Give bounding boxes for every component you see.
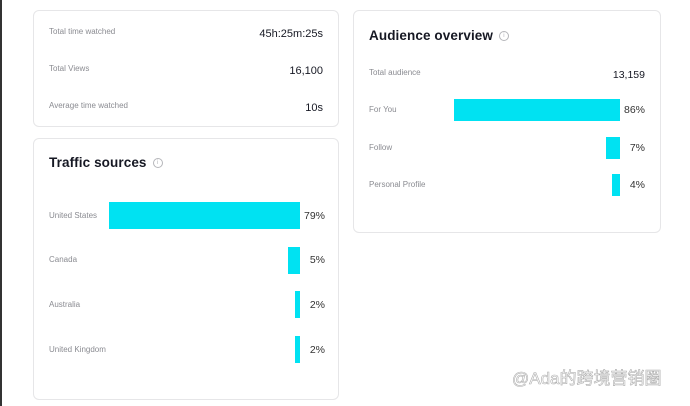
summary-card: Total time watched 45h:25m:25s Total Vie… [33, 10, 339, 127]
avg-time-value: 10s [305, 102, 323, 114]
total-audience-label: Total audience [369, 68, 421, 77]
row-label: United States [49, 210, 98, 220]
row-percent: 7% [629, 141, 645, 154]
audience-overview-card: Audience overview i Total audience 13,159… [353, 10, 661, 233]
row-label: For You [369, 105, 397, 114]
traffic-sources-title-text: Traffic sources [49, 155, 147, 170]
row-percent: 2% [309, 298, 325, 311]
row-bar [287, 246, 300, 274]
row-bar [606, 136, 620, 159]
row-label: United Kingdom [49, 344, 106, 354]
row-bar [454, 99, 620, 121]
total-audience-value: 13,159 [612, 69, 645, 81]
total-time-label: Total time watched [49, 27, 116, 36]
row-bar [295, 291, 300, 319]
traffic-sources-title: Traffic sources i [49, 155, 163, 170]
info-icon[interactable]: i [499, 31, 509, 42]
row-label: Personal Profile [369, 180, 426, 189]
row-bar [295, 336, 300, 364]
row-percent: 2% [309, 343, 325, 356]
row-percent: 5% [309, 254, 325, 267]
traffic-sources-card: Traffic sources i United States 79% Canada 5… [33, 138, 339, 400]
watermark: @Ada的跨境营销圈 [512, 369, 662, 389]
window-edge [0, 0, 2, 406]
row-label: Follow [369, 142, 393, 152]
total-time-value: 45h:25m:25s [259, 28, 323, 40]
audience-overview-title: Audience overview i [369, 28, 509, 43]
row-label: Australia [49, 299, 81, 309]
row-label: Canada [49, 255, 78, 265]
row-percent: 4% [629, 179, 645, 191]
avg-time-label: Average time watched [49, 101, 129, 110]
row-bar [612, 174, 620, 196]
info-icon[interactable]: i [152, 158, 163, 169]
audience-overview-title-text: Audience overview [369, 28, 493, 43]
row-percent: 79% [303, 209, 325, 222]
total-views-value: 16,100 [289, 65, 323, 77]
row-percent: 86% [623, 104, 645, 116]
row-bar [108, 202, 300, 229]
total-views-label: Total Views [49, 64, 90, 73]
